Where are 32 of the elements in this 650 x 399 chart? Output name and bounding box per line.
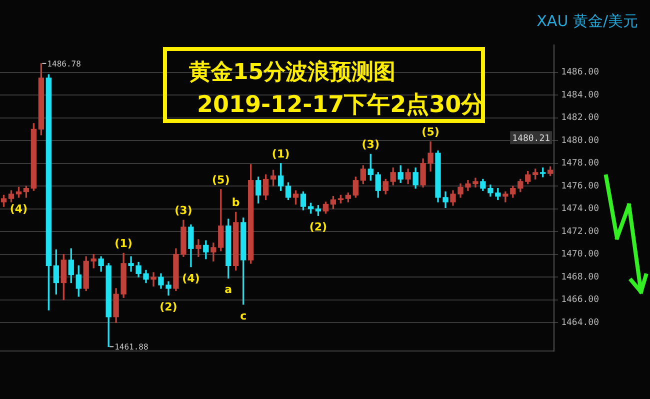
y-tick-label: 1464.00 <box>561 318 600 328</box>
text: 黄金15分波浪预测图 <box>189 58 396 87</box>
text: 2019-12-17下午2点30分 <box>197 91 484 120</box>
annotation: (1) <box>114 237 132 250</box>
y-tick-label: 1468.00 <box>561 272 600 282</box>
y-tick-label: 1472.00 <box>561 226 600 237</box>
annotation: (2) <box>160 300 178 314</box>
y-tick-label: 1482.00 <box>561 113 600 124</box>
y-tick-label: 1470.00 <box>561 250 600 260</box>
annotation: (1) <box>272 147 290 160</box>
text: XAU 黄金/美元 <box>536 12 638 31</box>
y-tick-label: 1486.00 <box>561 68 600 78</box>
annotation: 1461.88 <box>114 342 148 352</box>
candlestick <box>150 272 156 286</box>
annotation: (3) <box>362 138 380 152</box>
annotation: (4) <box>10 202 28 216</box>
y-tick-label: 1484.00 <box>561 90 600 100</box>
annotation: (2) <box>309 220 328 234</box>
annotation: 1486.78 <box>47 59 82 68</box>
y-tick-label: 1478.00 <box>561 158 600 169</box>
y-tick-label: 1466.00 <box>561 295 600 306</box>
annotation: (4) <box>182 272 200 285</box>
annotation: (5) <box>422 126 440 139</box>
y-tick-label: 1474.00 <box>561 204 600 214</box>
y-tick-label: 1476.00 <box>561 181 600 192</box>
y-tick-label: 1480.00 <box>561 136 600 146</box>
annotation: 1480.21 <box>512 134 550 144</box>
annotation: (5) <box>212 173 230 186</box>
annotation: c <box>240 309 247 322</box>
annotation: a <box>224 283 232 296</box>
annotation: (3) <box>174 204 192 218</box>
annotation: b <box>232 196 240 210</box>
